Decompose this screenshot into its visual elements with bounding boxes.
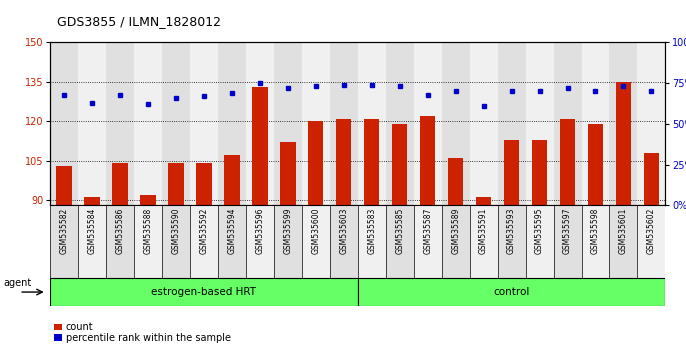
Bar bbox=[532, 140, 547, 354]
Text: agent: agent bbox=[3, 278, 32, 288]
Bar bbox=[218, 205, 246, 278]
Text: GSM535591: GSM535591 bbox=[479, 207, 488, 254]
Text: percentile rank within the sample: percentile rank within the sample bbox=[66, 333, 231, 343]
Text: GSM535585: GSM535585 bbox=[395, 207, 404, 254]
Bar bbox=[162, 205, 190, 278]
Bar bbox=[637, 42, 665, 205]
Bar bbox=[50, 205, 78, 278]
Bar bbox=[476, 198, 491, 354]
Bar bbox=[162, 42, 190, 205]
Bar bbox=[302, 205, 330, 278]
Bar bbox=[525, 205, 554, 278]
Bar bbox=[190, 42, 218, 205]
Bar bbox=[442, 205, 470, 278]
Bar bbox=[643, 153, 659, 354]
Bar bbox=[252, 87, 268, 354]
Text: GSM535601: GSM535601 bbox=[619, 207, 628, 254]
Bar bbox=[420, 116, 436, 354]
Bar bbox=[56, 166, 72, 354]
Bar bbox=[582, 42, 609, 205]
Text: GSM535598: GSM535598 bbox=[591, 207, 600, 254]
Text: GSM535600: GSM535600 bbox=[311, 207, 320, 254]
Text: GSM535588: GSM535588 bbox=[143, 207, 152, 254]
Bar bbox=[554, 205, 582, 278]
Bar bbox=[637, 205, 665, 278]
Text: estrogen-based HRT: estrogen-based HRT bbox=[152, 287, 257, 297]
Bar bbox=[358, 42, 386, 205]
Bar bbox=[525, 42, 554, 205]
Bar bbox=[442, 42, 470, 205]
Bar bbox=[392, 124, 407, 354]
Text: GSM535592: GSM535592 bbox=[200, 207, 209, 254]
Bar bbox=[386, 42, 414, 205]
Text: GDS3855 / ILMN_1828012: GDS3855 / ILMN_1828012 bbox=[57, 15, 221, 28]
Bar bbox=[106, 42, 134, 205]
Text: GSM535586: GSM535586 bbox=[115, 207, 124, 254]
Bar bbox=[609, 205, 637, 278]
Bar bbox=[224, 155, 239, 354]
Bar bbox=[560, 119, 576, 354]
Bar bbox=[274, 42, 302, 205]
Text: GSM535597: GSM535597 bbox=[563, 207, 572, 254]
Bar bbox=[168, 163, 184, 354]
Bar bbox=[50, 42, 78, 205]
Bar bbox=[302, 42, 330, 205]
Bar bbox=[246, 42, 274, 205]
Bar bbox=[497, 42, 525, 205]
Bar bbox=[78, 205, 106, 278]
Bar bbox=[414, 42, 442, 205]
Bar bbox=[364, 119, 379, 354]
Bar bbox=[280, 142, 296, 354]
Text: GSM535596: GSM535596 bbox=[255, 207, 264, 254]
Bar bbox=[582, 205, 609, 278]
Bar bbox=[84, 198, 99, 354]
Text: GSM535595: GSM535595 bbox=[535, 207, 544, 254]
Bar bbox=[448, 158, 463, 354]
Bar bbox=[308, 121, 324, 354]
Bar bbox=[330, 42, 358, 205]
Bar bbox=[414, 205, 442, 278]
Bar bbox=[358, 278, 665, 306]
Bar bbox=[134, 42, 162, 205]
Bar bbox=[554, 42, 582, 205]
Text: GSM535584: GSM535584 bbox=[88, 207, 97, 254]
Text: GSM535603: GSM535603 bbox=[340, 207, 348, 254]
Bar bbox=[106, 205, 134, 278]
Bar bbox=[386, 205, 414, 278]
Bar bbox=[246, 205, 274, 278]
Bar bbox=[78, 42, 106, 205]
Text: count: count bbox=[66, 322, 93, 332]
Text: GSM535589: GSM535589 bbox=[451, 207, 460, 254]
Bar bbox=[336, 119, 351, 354]
Bar bbox=[113, 163, 128, 354]
Text: GSM535582: GSM535582 bbox=[60, 207, 69, 254]
Bar bbox=[218, 42, 246, 205]
Bar bbox=[358, 205, 386, 278]
Bar bbox=[140, 195, 156, 354]
Text: GSM535594: GSM535594 bbox=[227, 207, 237, 254]
Text: GSM535602: GSM535602 bbox=[647, 207, 656, 254]
Bar bbox=[54, 334, 62, 341]
Text: GSM535587: GSM535587 bbox=[423, 207, 432, 254]
Bar bbox=[616, 82, 631, 354]
Text: GSM535583: GSM535583 bbox=[367, 207, 376, 254]
Bar bbox=[190, 205, 218, 278]
Bar bbox=[196, 163, 211, 354]
Bar bbox=[504, 140, 519, 354]
Bar bbox=[470, 205, 497, 278]
Bar bbox=[497, 205, 525, 278]
Bar bbox=[588, 124, 603, 354]
Bar bbox=[609, 42, 637, 205]
Text: control: control bbox=[493, 287, 530, 297]
Bar bbox=[274, 205, 302, 278]
Bar bbox=[50, 278, 358, 306]
Text: GSM535590: GSM535590 bbox=[172, 207, 180, 254]
Bar bbox=[330, 205, 358, 278]
Bar bbox=[470, 42, 497, 205]
Bar bbox=[134, 205, 162, 278]
Text: GSM535599: GSM535599 bbox=[283, 207, 292, 254]
Bar bbox=[54, 324, 62, 330]
Text: GSM535593: GSM535593 bbox=[507, 207, 516, 254]
